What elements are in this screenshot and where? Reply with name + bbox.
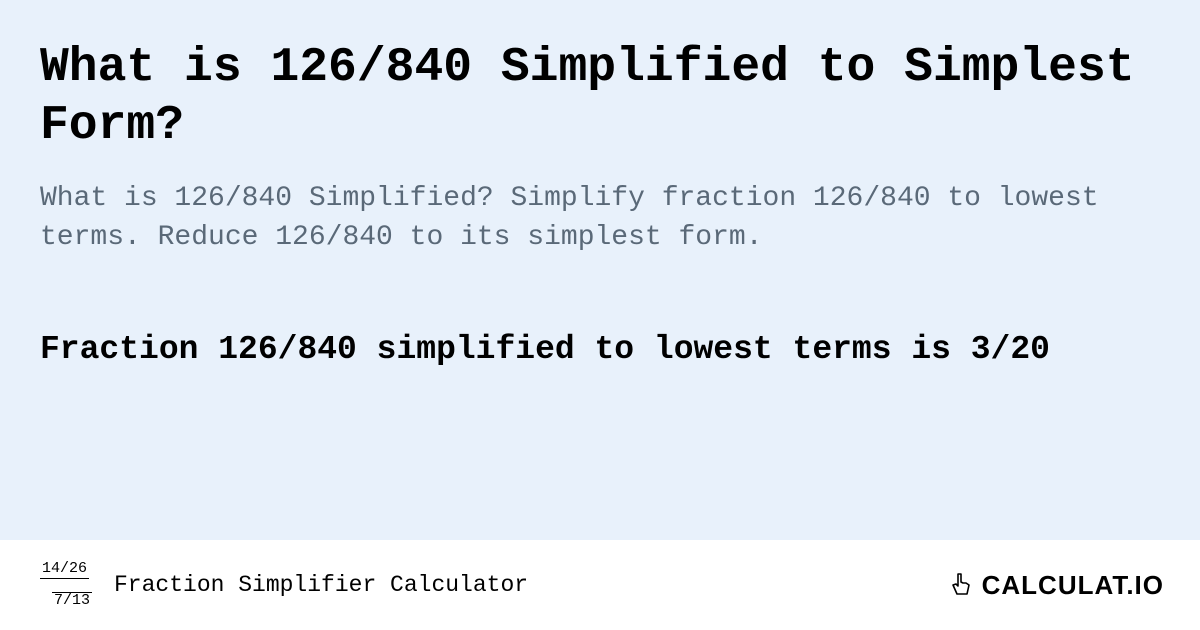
hand-pointing-icon [946, 570, 976, 600]
page-description: What is 126/840 Simplified? Simplify fra… [40, 179, 1160, 257]
brand[interactable]: CALCULAT.IO [946, 570, 1164, 601]
footer: 14/26 7/13 Fraction Simplifier Calculato… [0, 540, 1200, 630]
fraction-icon-top: 14/26 [40, 561, 89, 579]
page-title: What is 126/840 Simplified to Simplest F… [40, 40, 1160, 155]
brand-text: CALCULAT.IO [982, 570, 1164, 601]
tool-name: Fraction Simplifier Calculator [114, 572, 528, 598]
fraction-icon-bottom: 7/13 [52, 592, 92, 610]
fraction-icon: 14/26 7/13 [36, 561, 96, 609]
footer-left: 14/26 7/13 Fraction Simplifier Calculato… [36, 561, 528, 609]
result-heading: Fraction 126/840 simplified to lowest te… [40, 328, 1160, 373]
